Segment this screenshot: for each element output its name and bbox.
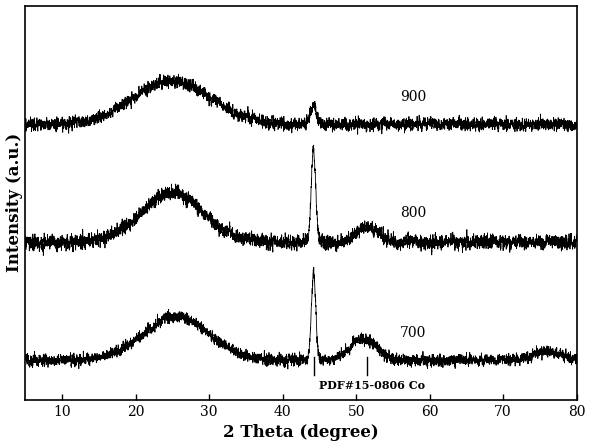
Text: 800: 800 xyxy=(400,207,427,220)
Y-axis label: Intensity (a.u.): Intensity (a.u.) xyxy=(5,133,22,272)
Text: 700: 700 xyxy=(400,326,427,341)
X-axis label: 2 Theta (degree): 2 Theta (degree) xyxy=(223,425,379,442)
Text: 900: 900 xyxy=(400,90,427,104)
Text: PDF#15-0806 Co: PDF#15-0806 Co xyxy=(319,380,426,391)
